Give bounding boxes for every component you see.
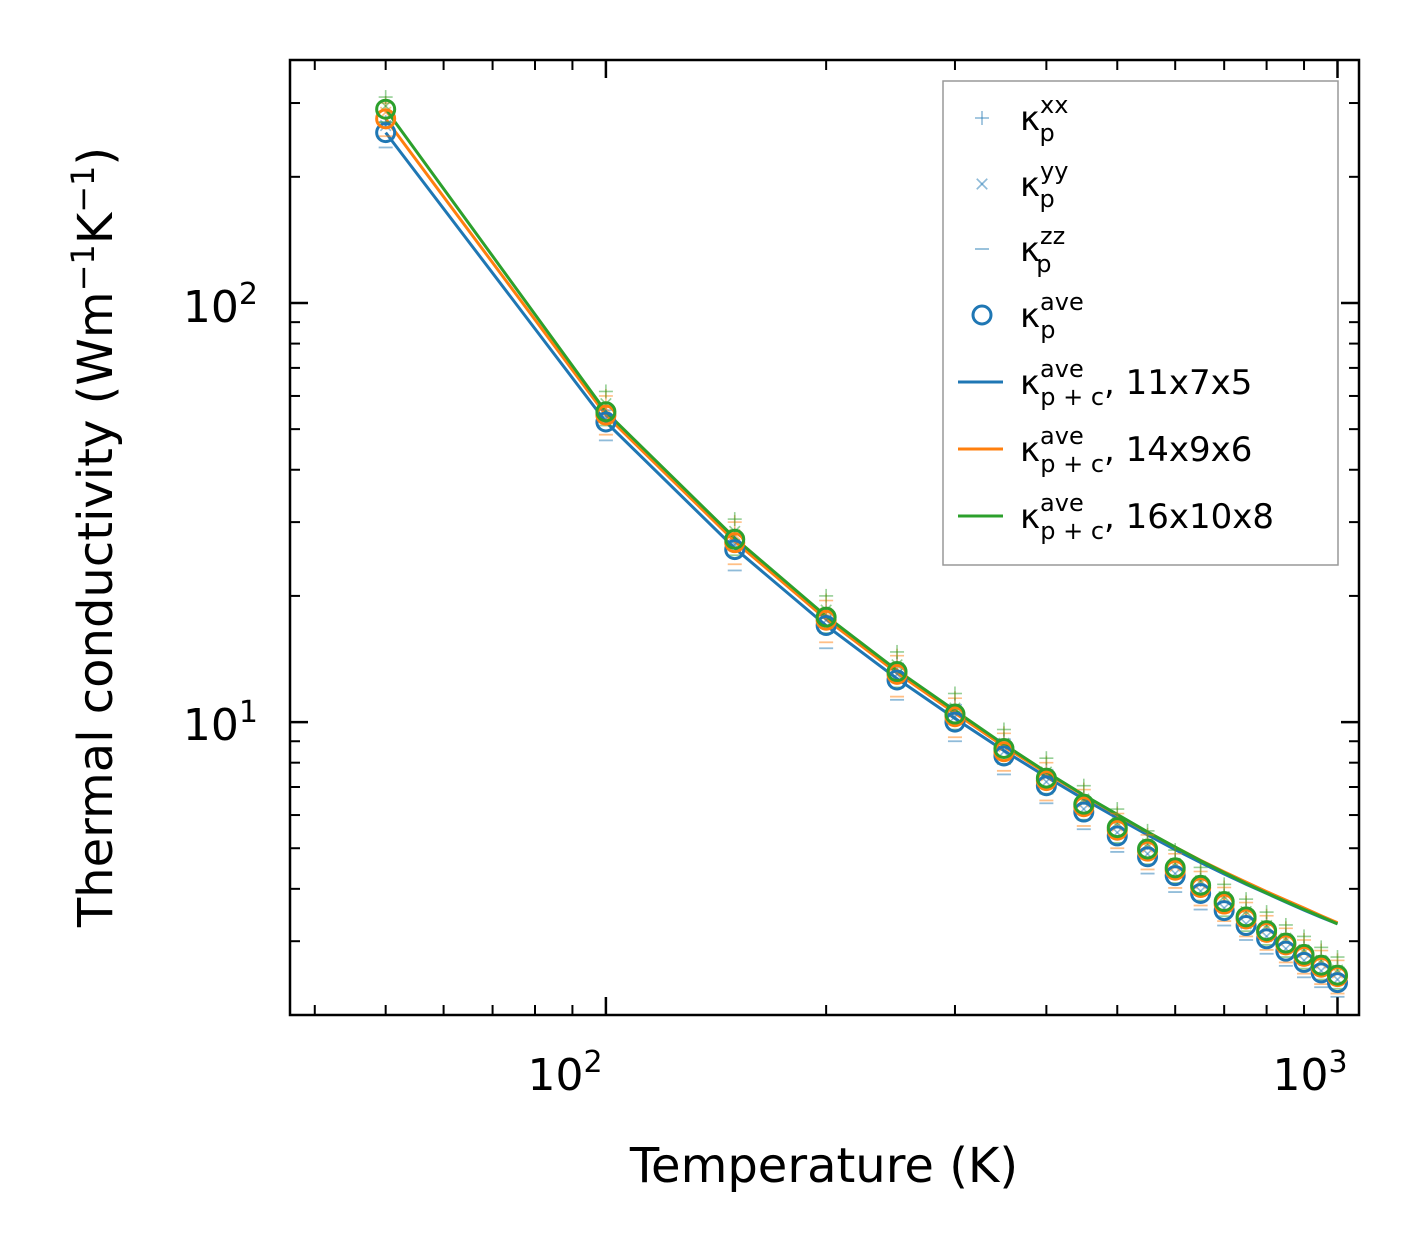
- legend-marker-x: [976, 178, 988, 190]
- point-kappa-ave-16x10x8: [1310, 954, 1332, 976]
- line-kappa-pc-ave-16x10x8: [384, 108, 1339, 926]
- point-kappa-ave-16x10x8: [1275, 932, 1297, 954]
- point-kappa-ave-11x7x5: [1235, 915, 1257, 937]
- point-kappa-xx-16x10x8: [598, 384, 613, 399]
- legend-entry-label: κzz p: [1020, 222, 1065, 278]
- minor-ticks: [290, 60, 1359, 1015]
- y-axis-label: Thermal conductivity (Wm−1K−1): [64, 147, 124, 928]
- point-kappa-ave-16x10x8: [1190, 874, 1212, 896]
- point-kappa-xx-16x10x8: [1330, 950, 1345, 965]
- point-kappa-ave-11x7x5: [1256, 928, 1278, 950]
- point-kappa-xx-16x10x8: [1039, 751, 1054, 766]
- point-kappa-xx-16x10x8: [378, 90, 393, 105]
- legend-entry-label: κave p + c, 11x7x5: [1020, 355, 1252, 411]
- point-kappa-ave-16x10x8: [1073, 793, 1095, 815]
- point-kappa-xx-16x10x8: [819, 588, 834, 603]
- point-kappa-xx-16x10x8: [1193, 860, 1208, 875]
- legend-marker-plus: [975, 111, 989, 125]
- point-kappa-ave-16x10x8: [1293, 943, 1315, 965]
- point-kappa-ave-11x7x5: [886, 669, 908, 691]
- legend-entry-label: κave p + c, 14x9x6: [1020, 422, 1252, 478]
- point-kappa-ave-16x10x8: [724, 528, 746, 550]
- point-kappa-ave-16x10x8: [1213, 891, 1235, 913]
- point-kappa-ave-16x10x8: [1106, 817, 1128, 839]
- point-kappa-ave-16x10x8: [1164, 857, 1186, 879]
- y-tick-label-10: 101: [183, 695, 258, 751]
- legend: κxx p κyy p κzz p κave p κave p + c, 11x7x5 κave p …: [942, 80, 1339, 566]
- point-kappa-xx-16x10x8: [1168, 843, 1183, 858]
- point-kappa-xx-16x10x8: [1076, 778, 1091, 793]
- major-ticks: [290, 60, 1359, 1015]
- point-kappa-xx-16x10x8: [1110, 802, 1125, 817]
- point-kappa-ave-16x10x8: [1137, 838, 1159, 860]
- point-kappa-xx-16x10x8: [1278, 917, 1293, 932]
- y-tick-label-100: 102: [183, 277, 258, 333]
- plot-area: [375, 90, 1349, 998]
- point-kappa-xx-16x10x8: [996, 722, 1011, 737]
- x-axis-label: Temperature (K): [629, 1138, 1018, 1194]
- point-kappa-ave-16x10x8: [375, 98, 397, 120]
- point-kappa-ave-11x7x5: [1106, 825, 1128, 847]
- point-kappa-xx-16x10x8: [1297, 929, 1312, 944]
- point-kappa-xx-16x10x8: [1239, 892, 1254, 907]
- point-kappa-ave-11x7x5: [1190, 882, 1212, 904]
- point-kappa-ave-11x7x5: [1137, 846, 1159, 868]
- data-points: [375, 90, 1349, 998]
- legend-marker-circle: [971, 304, 993, 326]
- legend-entry-label: κave p + c, 16x10x8: [1020, 489, 1274, 545]
- point-kappa-xx-16x10x8: [947, 686, 962, 701]
- point-kappa-ave-16x10x8: [595, 401, 617, 423]
- x-tick-label-100: 102: [527, 1045, 602, 1101]
- point-kappa-ave-14x9x6: [375, 108, 397, 130]
- legend-entry-label: κave p: [1020, 288, 1084, 344]
- plot-frame: [288, 58, 1361, 1017]
- point-kappa-ave-11x7x5: [724, 539, 746, 561]
- point-kappa-ave-16x10x8: [993, 737, 1015, 759]
- point-kappa-ave-16x10x8: [944, 703, 966, 725]
- point-kappa-ave-16x10x8: [1256, 920, 1278, 942]
- point-kappa-ave-16x10x8: [1235, 906, 1257, 928]
- point-kappa-ave-11x7x5: [595, 411, 617, 433]
- point-kappa-xx-16x10x8: [1259, 905, 1274, 920]
- point-kappa-ave-16x10x8: [815, 606, 837, 628]
- legend-entry-label: κyy p: [1020, 157, 1068, 213]
- point-kappa-ave-11x7x5: [1213, 900, 1235, 922]
- legend-entry-label: κxx p: [1020, 91, 1068, 147]
- point-kappa-ave-16x10x8: [1035, 767, 1057, 789]
- point-kappa-xx-16x10x8: [1217, 877, 1232, 892]
- point-kappa-ave-16x10x8: [886, 661, 908, 683]
- point-kappa-ave-11x7x5: [1327, 972, 1349, 994]
- legend-box: [942, 80, 1339, 566]
- point-kappa-ave-16x10x8: [1327, 964, 1349, 986]
- kappa-p-c-ave-lines: [384, 108, 1339, 926]
- point-kappa-ave-11x7x5: [375, 122, 397, 144]
- point-kappa-ave-11x7x5: [1164, 865, 1186, 887]
- point-kappa-xx-16x10x8: [1140, 823, 1155, 838]
- x-tick-label-1000: 103: [1272, 1045, 1347, 1101]
- point-kappa-xx-16x10x8: [727, 512, 742, 527]
- point-kappa-xx-16x10x8: [890, 644, 905, 659]
- point-kappa-xx-16x10x8: [1314, 940, 1329, 955]
